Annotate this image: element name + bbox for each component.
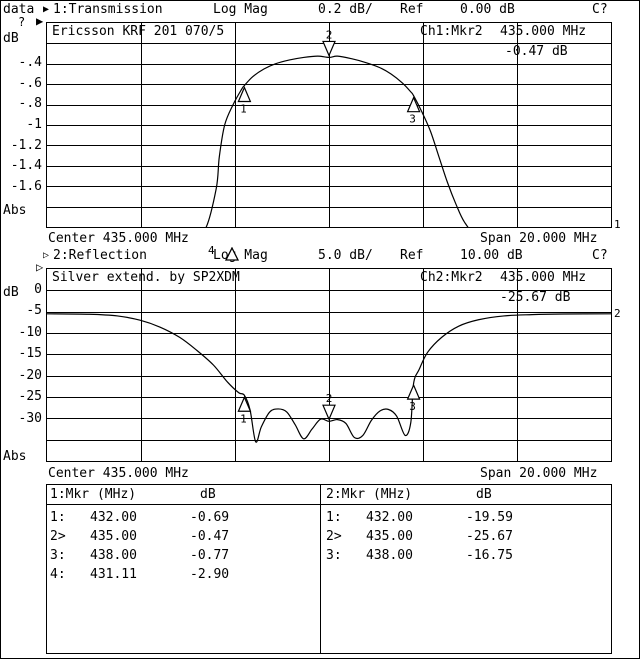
ch2-ref-value[interactable]: 10.00 dB [460, 248, 523, 263]
ch1-right-edge-marker: 1 [614, 218, 621, 231]
ch2-graticule-pointer-icon: ▷ [36, 260, 44, 274]
marker-table-2-header-name: 2:Mkr (MHz) [326, 487, 413, 502]
y-tick-label: -1.6 [10, 178, 42, 194]
marker-row-frequency: 431.11 [90, 567, 137, 582]
ch1-unit-label: dB [3, 31, 19, 46]
marker-table-1-header-unit: dB [200, 487, 216, 502]
data-tag-question: ? [18, 15, 26, 29]
marker-row-value: -2.90 [190, 567, 230, 582]
marker-1[interactable]: 1 [237, 395, 252, 425]
ch2-right-edge-marker: 2 [614, 307, 621, 320]
marker-1[interactable]: 1 [237, 85, 252, 115]
ch1-ref-value[interactable]: 0.00 dB [460, 2, 515, 17]
ch2-title[interactable]: 2:Reflection [53, 248, 147, 263]
ch2-marker-value: -25.67 dB [500, 290, 571, 305]
ch1-format[interactable]: Log Mag [213, 2, 268, 17]
ch1-marker-frequency: 435.000 MHz [500, 24, 587, 39]
marker-row-id: 2> [50, 529, 66, 544]
marker-table-1-header-name: 1:Mkr (MHz) [50, 487, 137, 502]
ch2-abs-label: Abs [3, 449, 27, 464]
ch2-graticule: 1 2 3 [46, 268, 612, 462]
trace-line [47, 313, 611, 443]
marker-row-id: 4: [50, 567, 66, 582]
ch1-center-frequency[interactable]: Center 435.000 MHz [48, 231, 189, 246]
data-tag-label: data [3, 2, 35, 17]
y-tick-label: -25 [18, 389, 42, 405]
marker-row-id: 1: [50, 510, 66, 525]
y-tick-label: -1.4 [10, 158, 42, 174]
trace-line [205, 55, 469, 227]
marker-2[interactable]: 2 [322, 28, 336, 57]
ch2-active-pointer-icon: ▷ [43, 250, 50, 261]
ch1-active-pointer-icon: ▶ [43, 4, 50, 15]
marker-row-value: -0.47 [190, 529, 230, 544]
ch1-marker-value: -0.47 dB [505, 44, 568, 59]
ch2-span[interactable]: Span 20.000 MHz [480, 466, 598, 481]
ch1-correction-status: C? [592, 2, 608, 17]
y-tick-label: 0 [34, 281, 42, 297]
ch2-marker-frequency: 435.000 MHz [500, 270, 587, 285]
marker-row-value: -0.69 [190, 510, 230, 525]
ch1-marker-4-label: 4 [208, 244, 215, 257]
marker-3[interactable]: 3 [406, 96, 421, 126]
marker-table-header-divider [47, 504, 611, 505]
y-tick-label: -10 [18, 324, 42, 340]
marker-3-label: 3 [409, 113, 416, 126]
ch2-correction-status: C? [592, 248, 608, 263]
marker-2[interactable]: 2 [322, 392, 336, 421]
y-tick-label: -.4 [18, 55, 42, 71]
marker-3-label: 3 [409, 400, 416, 413]
marker-table-2-header-unit: dB [476, 487, 492, 502]
ch1-span[interactable]: Span 20.000 MHz [480, 231, 598, 246]
y-tick-label: -1.2 [10, 137, 42, 153]
marker-row-frequency: 438.00 [90, 548, 137, 563]
ch1-ref-label: Ref [400, 2, 424, 17]
ch1-device-label: Ericsson KRF 201 070/5 [52, 24, 225, 39]
marker-row-id: 3: [50, 548, 66, 563]
marker-row-id: 3: [326, 548, 342, 563]
marker-row-id: 2> [326, 529, 342, 544]
marker-row-frequency: 432.00 [90, 510, 137, 525]
ch1-abs-label: Abs [3, 203, 27, 218]
marker-1-label: 1 [240, 102, 247, 115]
ch1-title[interactable]: 1:Transmission [53, 2, 163, 17]
marker-row-frequency: 438.00 [366, 548, 413, 563]
ch1-scale[interactable]: 0.2 dB/ [318, 2, 373, 17]
marker-1-label: 1 [240, 412, 247, 425]
y-tick-label: -5 [26, 303, 42, 319]
marker-table-column-divider [320, 485, 321, 653]
ch1-marker-channel: Ch1:Mkr2 [420, 24, 483, 39]
y-tick-label: -15 [18, 346, 42, 362]
ch2-unit-label: dB [3, 285, 19, 300]
ch1-marker-4[interactable] [205, 228, 240, 273]
ch2-scale[interactable]: 5.0 dB/ [318, 248, 373, 263]
marker-3[interactable]: 3 [406, 383, 421, 413]
ch2-device-label: Silver extend. by SP2XDM [52, 270, 240, 285]
marker-2-label: 2 [326, 28, 333, 41]
marker-row-value: -0.77 [190, 548, 230, 563]
ch2-ref-label: Ref [400, 248, 424, 263]
marker-2-label: 2 [326, 392, 333, 405]
marker-row-value: -16.75 [466, 548, 513, 563]
marker-row-value: -19.59 [466, 510, 513, 525]
marker-row-frequency: 432.00 [366, 510, 413, 525]
marker-row-value: -25.67 [466, 529, 513, 544]
marker-row-id: 1: [326, 510, 342, 525]
ch1-graticule-pointer-icon: ▶ [36, 14, 44, 28]
ch2-center-frequency[interactable]: Center 435.000 MHz [48, 466, 189, 481]
ch1-graticule: 1 2 3 [46, 22, 612, 228]
y-tick-label: -.6 [18, 75, 42, 91]
y-tick-label: -30 [18, 410, 42, 426]
y-tick-label: -20 [18, 367, 42, 383]
y-tick-label: -1 [26, 117, 42, 132]
marker-row-frequency: 435.00 [90, 529, 137, 544]
marker-row-frequency: 435.00 [366, 529, 413, 544]
marker-table-panel [46, 484, 612, 654]
y-tick-label: -.8 [18, 96, 42, 112]
ch2-marker-channel: Ch2:Mkr2 [420, 270, 483, 285]
